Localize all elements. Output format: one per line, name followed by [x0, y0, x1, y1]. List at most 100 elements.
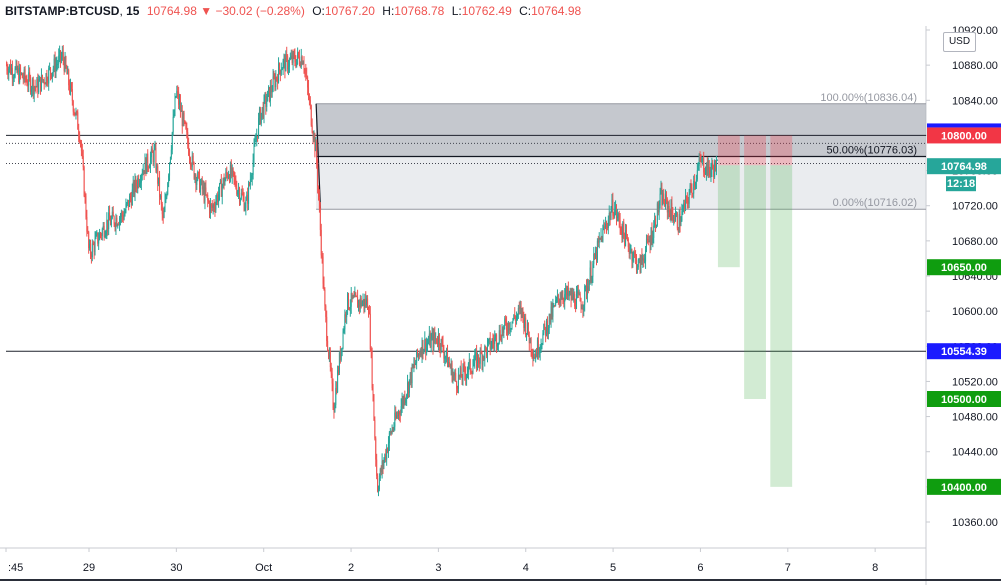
- candle-body: [146, 153, 148, 174]
- candle-body: [606, 226, 608, 228]
- candle-body: [357, 296, 359, 308]
- candle-body: [484, 346, 486, 360]
- candle-body: [119, 217, 121, 219]
- candle-body: [459, 367, 461, 377]
- candle-body: [445, 356, 447, 358]
- candle-body: [359, 298, 361, 307]
- price-label-bg: [927, 158, 1001, 175]
- candle-body: [272, 76, 274, 92]
- candle-body: [375, 438, 377, 460]
- candle-body: [141, 174, 143, 176]
- candle-body: [213, 204, 215, 208]
- candle-body: [709, 170, 711, 176]
- candle-body: [482, 356, 484, 365]
- candle-body: [689, 185, 691, 195]
- candle-body: [263, 97, 265, 118]
- candle-body: [478, 362, 480, 364]
- symbol-name[interactable]: BITSTAMP:BTCUSD: [5, 4, 120, 18]
- candle-body: [176, 90, 178, 97]
- candle-body: [706, 163, 708, 176]
- candle-body: [680, 220, 682, 226]
- candle-body: [47, 82, 49, 84]
- price-tick-label: 10680.00: [952, 236, 998, 248]
- candle-body: [604, 226, 606, 228]
- candle-body: [185, 122, 187, 129]
- candle-body: [290, 55, 292, 59]
- candle-body: [338, 352, 340, 373]
- candle-body: [125, 204, 127, 212]
- candle-body: [222, 178, 224, 186]
- interval[interactable]: 15: [126, 4, 140, 18]
- candle-body: [474, 354, 476, 363]
- candle-body: [533, 356, 535, 359]
- candle-body: [586, 285, 588, 295]
- candle-body: [80, 141, 82, 152]
- candle-body: [317, 164, 319, 187]
- candle-body: [595, 250, 597, 259]
- candle-body: [596, 240, 598, 261]
- candle-body: [259, 108, 261, 124]
- candle-body: [558, 298, 560, 303]
- candle-body: [395, 412, 397, 419]
- candle-body: [165, 197, 167, 201]
- candle-body: [297, 52, 299, 60]
- time-tick-label: 4: [523, 562, 529, 574]
- candle-body: [598, 237, 600, 243]
- candle-body: [636, 267, 638, 270]
- candle-body: [476, 354, 478, 368]
- candle-body: [25, 78, 27, 81]
- candle-body: [609, 212, 611, 220]
- candle-body: [444, 356, 446, 359]
- candle-body: [104, 235, 106, 238]
- candle-body: [613, 215, 615, 217]
- candle-body: [461, 377, 463, 380]
- candle-body: [637, 259, 639, 268]
- candle-body: [599, 237, 601, 239]
- candle-body: [228, 175, 230, 182]
- candle-body: [374, 420, 376, 439]
- candle-body: [407, 382, 409, 395]
- candle-body: [438, 334, 440, 347]
- candle-body: [437, 342, 439, 345]
- candle-body: [90, 244, 92, 255]
- candle-body: [551, 306, 553, 317]
- candle-body: [331, 373, 333, 384]
- candle-body: [26, 80, 28, 86]
- candle-body: [428, 333, 430, 343]
- candle-body: [542, 333, 544, 345]
- candle-body: [522, 308, 524, 316]
- candle-body: [328, 350, 330, 358]
- candle-body: [546, 321, 548, 336]
- candle-body: [159, 177, 161, 198]
- candle-body: [614, 209, 616, 217]
- candle-body: [269, 85, 271, 102]
- candle-body: [231, 168, 233, 177]
- high-value: 10768.78: [394, 4, 445, 18]
- candle-body: [200, 179, 202, 184]
- time-tick-label: :45: [8, 562, 23, 574]
- candle-body: [443, 350, 445, 359]
- candle-body: [120, 212, 122, 218]
- candle-body: [586, 286, 588, 295]
- candle-body: [635, 254, 637, 257]
- currency-button[interactable]: USD: [943, 32, 976, 52]
- candle-body: [667, 205, 669, 213]
- change-arrow-icon: ▼: [200, 4, 213, 18]
- candle-body: [488, 338, 490, 340]
- candle-body: [403, 395, 405, 405]
- candle-body: [278, 63, 280, 70]
- candle-body: [327, 340, 329, 351]
- candle-body: [260, 112, 262, 124]
- candle-body: [94, 238, 96, 252]
- candle-body: [64, 57, 66, 72]
- candle-body: [605, 223, 607, 228]
- candle-body: [509, 328, 511, 331]
- candle-body: [253, 145, 255, 160]
- candle-body: [596, 250, 598, 261]
- candle-body: [564, 294, 566, 302]
- candle-body: [234, 177, 236, 180]
- candle-body: [401, 398, 403, 407]
- candle-body: [15, 62, 17, 69]
- candle-body: [615, 206, 617, 219]
